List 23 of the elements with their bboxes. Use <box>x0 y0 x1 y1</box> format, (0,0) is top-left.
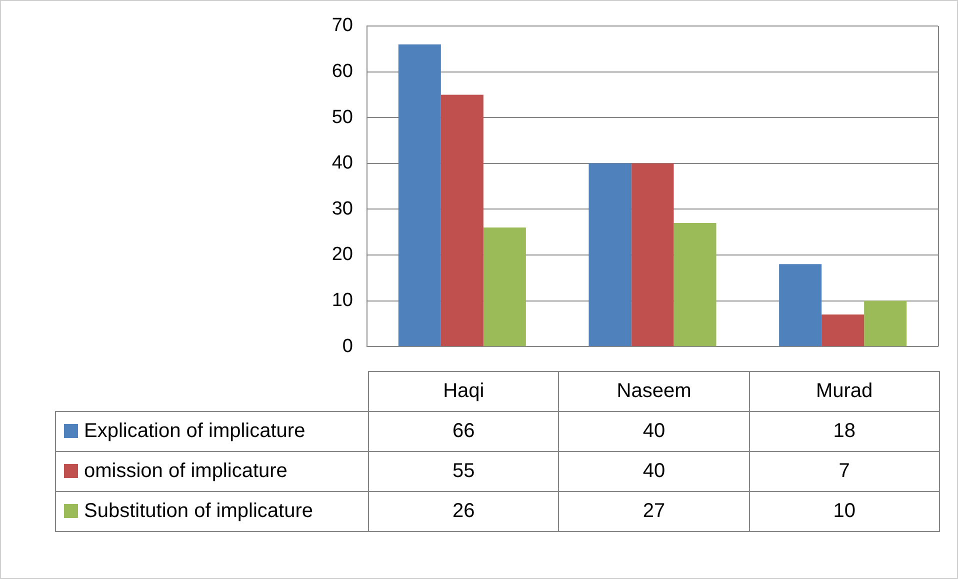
y-tick-label: 60 <box>332 61 353 82</box>
data-label: 27 <box>558 492 750 532</box>
data-label: 40 <box>558 452 750 492</box>
y-tick-label: 40 <box>332 152 353 174</box>
data-label: 55 <box>368 452 559 492</box>
legend-label: omission of implicature <box>84 460 288 482</box>
x-tick-label: Naseem <box>558 372 750 412</box>
data-label: 18 <box>749 412 940 452</box>
y-tick-label: 0 <box>342 336 353 357</box>
y-tick-label: 10 <box>332 290 353 312</box>
legend-label: Explication of implicature <box>84 420 306 442</box>
x-tick-label: Haqi <box>368 372 559 412</box>
data-label: 7 <box>749 452 940 492</box>
data-label: 66 <box>368 412 559 452</box>
x-tick-label: Murad <box>749 372 940 412</box>
y-tick-label: 20 <box>332 244 353 266</box>
y-tick-label: 30 <box>332 198 353 220</box>
data-label: 10 <box>749 492 940 532</box>
data-label: 40 <box>558 412 750 452</box>
y-tick-label: 70 <box>332 15 353 36</box>
legend-label: Substitution of implicature <box>84 500 314 522</box>
y-tick-label: 50 <box>332 106 353 128</box>
data-label: 26 <box>368 492 559 532</box>
